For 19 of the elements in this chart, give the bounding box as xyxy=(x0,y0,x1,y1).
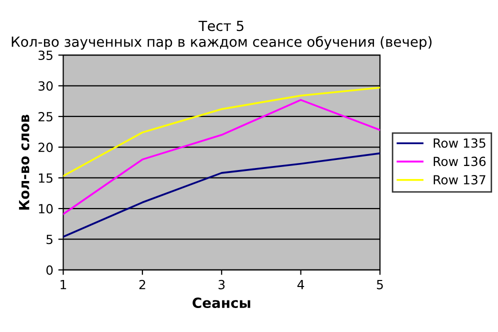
x-axis-title: Сеансы xyxy=(192,298,250,308)
x-tick-label: 5 xyxy=(376,280,383,290)
legend-label: Row 136 xyxy=(434,156,486,166)
x-tick-label: 2 xyxy=(139,280,146,290)
y-tick-label: 10 xyxy=(38,204,53,214)
y-tick-label: 15 xyxy=(38,173,52,183)
x-tick-label: 1 xyxy=(60,280,66,290)
y-tick-label: 5 xyxy=(46,234,52,244)
x-tick-label: 3 xyxy=(218,280,225,290)
y-tick-label: 0 xyxy=(46,265,53,275)
y-tick-label: 30 xyxy=(38,81,53,91)
y-tick-label: 25 xyxy=(38,112,52,122)
chart-title: Тест 5 Кол-во заученных пар в каждом сеансе обучения (вечер) xyxy=(12,20,432,50)
y-axis-title: Кол-во слов xyxy=(19,114,30,210)
legend-label: Row 137 xyxy=(434,175,486,184)
y-tick-label: 20 xyxy=(38,142,53,152)
y-tick-label: 35 xyxy=(38,50,52,60)
legend-label: Row 135 xyxy=(434,138,486,148)
x-tick-label: 4 xyxy=(297,280,304,290)
